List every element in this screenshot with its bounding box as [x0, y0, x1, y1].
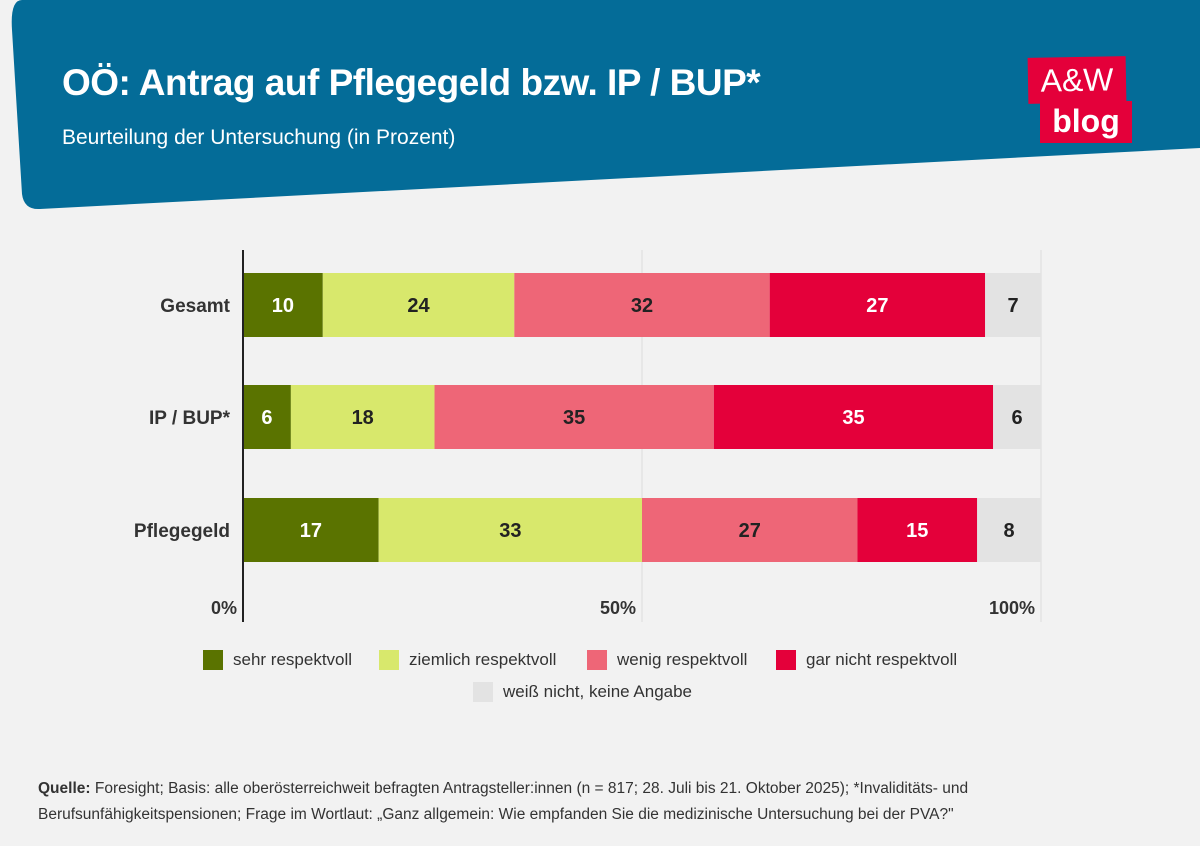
data-label: 6	[1011, 407, 1022, 429]
legend-swatch	[776, 650, 796, 670]
bar-segment	[985, 273, 1041, 337]
bar-segment	[434, 385, 714, 449]
x-tick-label: 50%	[600, 598, 636, 618]
legend-swatch	[587, 650, 607, 670]
legend-swatch	[203, 650, 223, 670]
data-label: 17	[300, 520, 322, 542]
bar-segment	[378, 498, 642, 562]
data-label: 8	[1004, 520, 1015, 542]
legend-item: ziemlich respektvoll	[379, 650, 556, 670]
legend-label: weiß nicht, keine Angabe	[503, 682, 693, 701]
data-label: 10	[272, 295, 294, 317]
bar-segment	[243, 498, 379, 562]
data-label: 27	[739, 520, 761, 542]
bar-segment	[769, 273, 986, 337]
data-label: 6	[261, 407, 272, 429]
legend-label: sehr respektvoll	[233, 650, 353, 669]
legend-item: weiß nicht, keine Angabe	[473, 682, 692, 702]
data-label: 15	[906, 520, 928, 542]
bar-segment	[713, 385, 994, 449]
chart-subtitle: Beurteilung der Untersuchung (in Prozent…	[62, 126, 456, 149]
legend-swatch	[473, 682, 493, 702]
data-label: 35	[563, 407, 585, 429]
source-note: Quelle: Foresight; Basis: alle oberöster…	[38, 780, 969, 823]
bar-segment	[993, 385, 1041, 449]
bar-segment	[322, 273, 515, 337]
bar-segment	[290, 385, 435, 449]
data-label: 7	[1008, 295, 1019, 317]
bar-segment	[977, 498, 1041, 562]
x-tick-label: 0%	[211, 598, 237, 618]
bar-segment	[243, 273, 323, 337]
legend-label: ziemlich respektvoll	[409, 650, 557, 669]
legend-label: wenig respektvoll	[617, 650, 748, 669]
x-tick-label: 100%	[989, 598, 1035, 618]
data-label: 27	[866, 295, 888, 317]
category-label: Pflegegeld	[134, 521, 230, 542]
bar-segment	[243, 385, 291, 449]
legend-swatch	[379, 650, 399, 670]
stacked-bar-chart: Gesamt 10 24 32 27 7 IP / BUP* 6 18 35 35 6 Pflegege…	[134, 250, 1042, 622]
legend-item: wenig respektvoll	[587, 650, 747, 670]
data-label: 24	[407, 295, 430, 317]
bar-segment	[642, 498, 858, 562]
data-label: 35	[842, 407, 864, 429]
legend-item: gar nicht respektvoll	[776, 650, 957, 670]
chart-title: OÖ: Antrag auf Pflegegeld bzw. IP / BUP*	[62, 62, 761, 103]
header-banner	[11, 0, 1200, 210]
data-label: 32	[631, 295, 653, 317]
data-label: 33	[499, 520, 521, 542]
bar-segment	[514, 273, 770, 337]
category-label: Gesamt	[160, 296, 230, 317]
legend-item: sehr respektvoll	[203, 650, 352, 670]
bar-segment	[857, 498, 978, 562]
legend-label: gar nicht respektvoll	[806, 650, 958, 669]
data-label: 18	[352, 407, 374, 429]
category-label: IP / BUP*	[149, 408, 231, 429]
